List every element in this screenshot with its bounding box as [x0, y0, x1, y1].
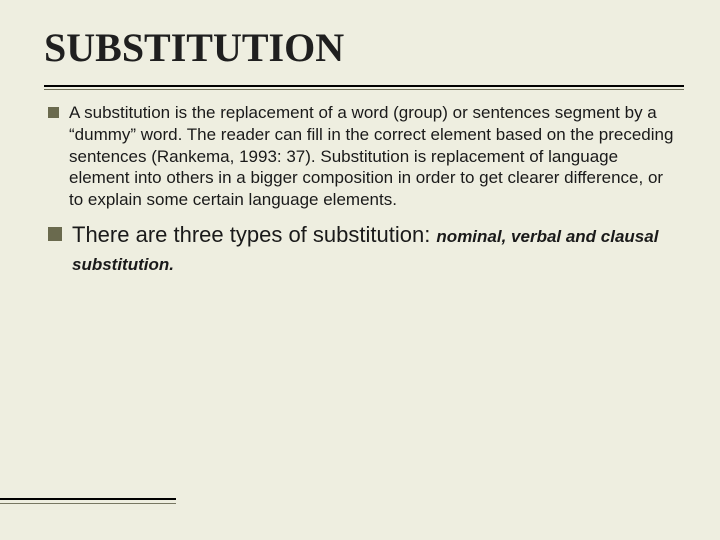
- slide-body: A substitution is the replacement of a w…: [36, 102, 684, 278]
- bullet-lead: There are three types of substitution:: [72, 222, 436, 247]
- footer-rule-bottom: [0, 503, 176, 504]
- square-bullet-icon: [48, 227, 62, 241]
- divider-line-bottom: [44, 89, 684, 90]
- title-divider: [44, 85, 684, 90]
- list-item: A substitution is the replacement of a w…: [48, 102, 680, 211]
- square-bullet-icon: [48, 107, 59, 118]
- slide-title: SUBSTITUTION: [44, 24, 684, 71]
- footer-rule-top: [0, 498, 176, 500]
- slide: SUBSTITUTION A substitution is the repla…: [0, 0, 720, 540]
- list-item: There are three types of substitution: n…: [48, 221, 680, 278]
- bullet-text: There are three types of substitution: n…: [72, 221, 680, 278]
- bullet-text: A substitution is the replacement of a w…: [69, 102, 680, 211]
- divider-line-top: [44, 85, 684, 87]
